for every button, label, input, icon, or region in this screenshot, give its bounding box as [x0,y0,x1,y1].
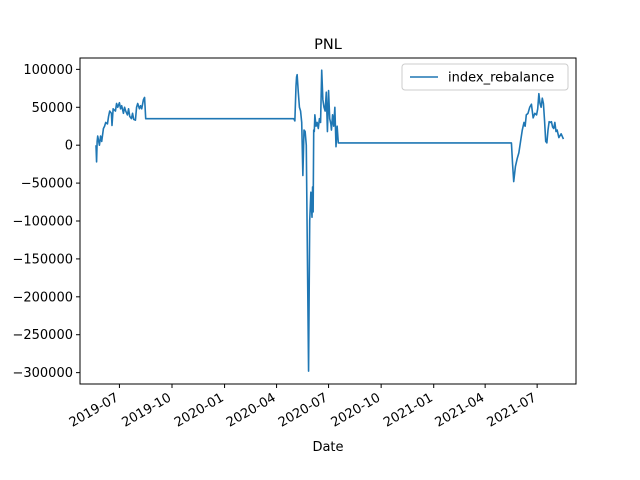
legend-label: index_rebalance [448,71,554,86]
y-axis: 100000 50000 0 −50000 −100000 −150000 −200000 −… [12,63,80,381]
series-layer [95,69,565,372]
y-tick-label: −250000 [12,328,73,343]
series-line-index_rebalance [95,69,565,372]
y-tick-label: −150000 [12,252,73,267]
y-tick-label: −200000 [12,290,73,305]
y-tick-label: −300000 [12,366,73,381]
y-tick-label: 0 [65,139,73,154]
legend-box [401,63,569,91]
x-axis-label: Date [312,440,343,455]
y-tick-label: −100000 [12,215,73,230]
y-tick-label: 50000 [32,101,73,116]
plot-frame [79,57,577,385]
chart-title: PNL [314,37,342,53]
y-tick-label: −50000 [21,177,73,192]
y-tick-label: 100000 [23,63,73,78]
legend: index_rebalance [401,63,569,91]
